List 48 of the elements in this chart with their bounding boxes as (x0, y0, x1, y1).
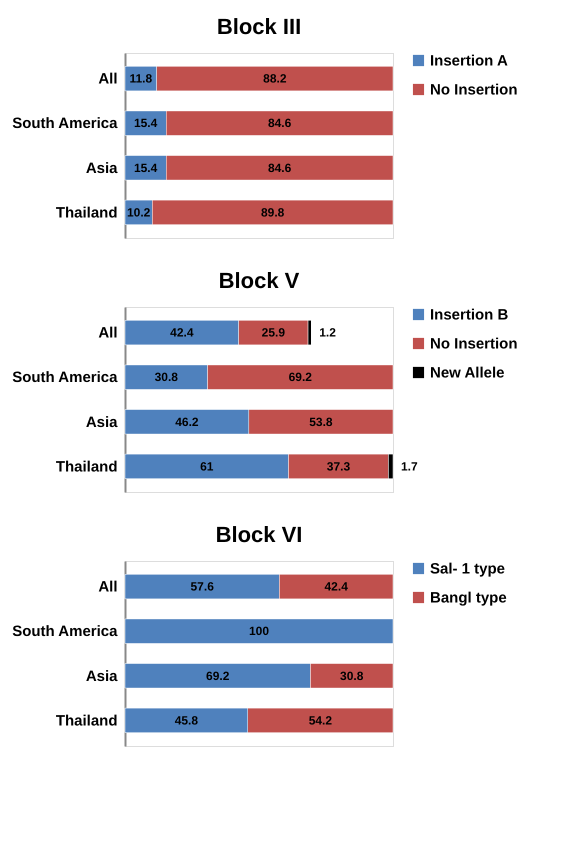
data-label: 37.3 (326, 459, 350, 474)
data-label: 42.4 (170, 326, 194, 340)
data-label: 11.8 (129, 72, 152, 86)
data-label: 61 (200, 459, 214, 474)
legend-label: Bangl type (430, 590, 507, 606)
y-tick-label: All (98, 578, 118, 596)
y-tick-label: South America (12, 623, 118, 640)
legend-label: Sal- 1 type (430, 560, 506, 578)
data-label: 100 (248, 624, 270, 638)
legend-label: No Insertion (430, 336, 518, 352)
legend-label: Insertion A (430, 52, 508, 70)
data-label: 53.8 (309, 414, 333, 429)
y-tick-label: Asia (86, 668, 118, 685)
data-label: 69.2 (206, 668, 230, 683)
data-label: 30.8 (154, 370, 178, 384)
data-label: 1.7 (401, 459, 418, 474)
data-label: 88.2 (263, 72, 287, 86)
data-label: 46.2 (175, 414, 199, 429)
y-tick-label: South America (12, 115, 118, 132)
bar (124, 618, 394, 644)
data-label: 42.4 (324, 580, 348, 594)
legend-label: New Allele (430, 364, 504, 382)
data-label: 15.4 (134, 160, 158, 175)
y-tick-label: All (98, 70, 118, 88)
data-label: 30.8 (340, 668, 364, 683)
chart-title: Block III (216, 14, 302, 39)
legend-label: No Insertion (430, 82, 518, 98)
chart-title: Block VI (216, 522, 302, 547)
y-tick-label: Thailand (56, 712, 118, 730)
y-tick-label: Asia (86, 160, 118, 177)
y-tick-label: South America (12, 369, 118, 386)
y-tick-label: All (98, 324, 118, 342)
data-label: 84.6 (268, 116, 292, 130)
y-tick-label: Asia (86, 414, 118, 431)
data-label: 84.6 (268, 160, 292, 175)
data-label: 1.2 (319, 326, 336, 340)
legend-label: Insertion B (430, 306, 509, 324)
data-label: 10.2 (126, 205, 151, 220)
data-label: 25.9 (262, 326, 286, 340)
data-label: 54.2 (308, 713, 332, 728)
data-label: 89.8 (260, 205, 285, 220)
y-tick-label: Thailand (56, 204, 118, 222)
data-label: 57.6 (190, 580, 214, 594)
data-label: 15.4 (134, 116, 158, 130)
data-label: 69.2 (288, 370, 312, 384)
y-tick-label: Thailand (56, 458, 118, 476)
chart-title: Block V (218, 268, 300, 293)
data-label: 45.8 (174, 713, 198, 728)
